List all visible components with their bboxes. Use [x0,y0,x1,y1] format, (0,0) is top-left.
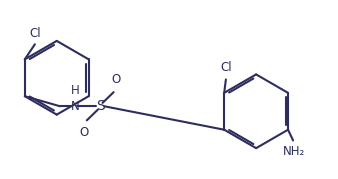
Text: O: O [111,73,121,86]
Text: N: N [71,100,80,113]
Text: NH₂: NH₂ [283,146,305,158]
Text: H: H [71,84,80,97]
Text: S: S [96,99,104,113]
Text: Cl: Cl [30,27,41,40]
Text: O: O [80,126,89,139]
Text: Cl: Cl [221,61,232,74]
